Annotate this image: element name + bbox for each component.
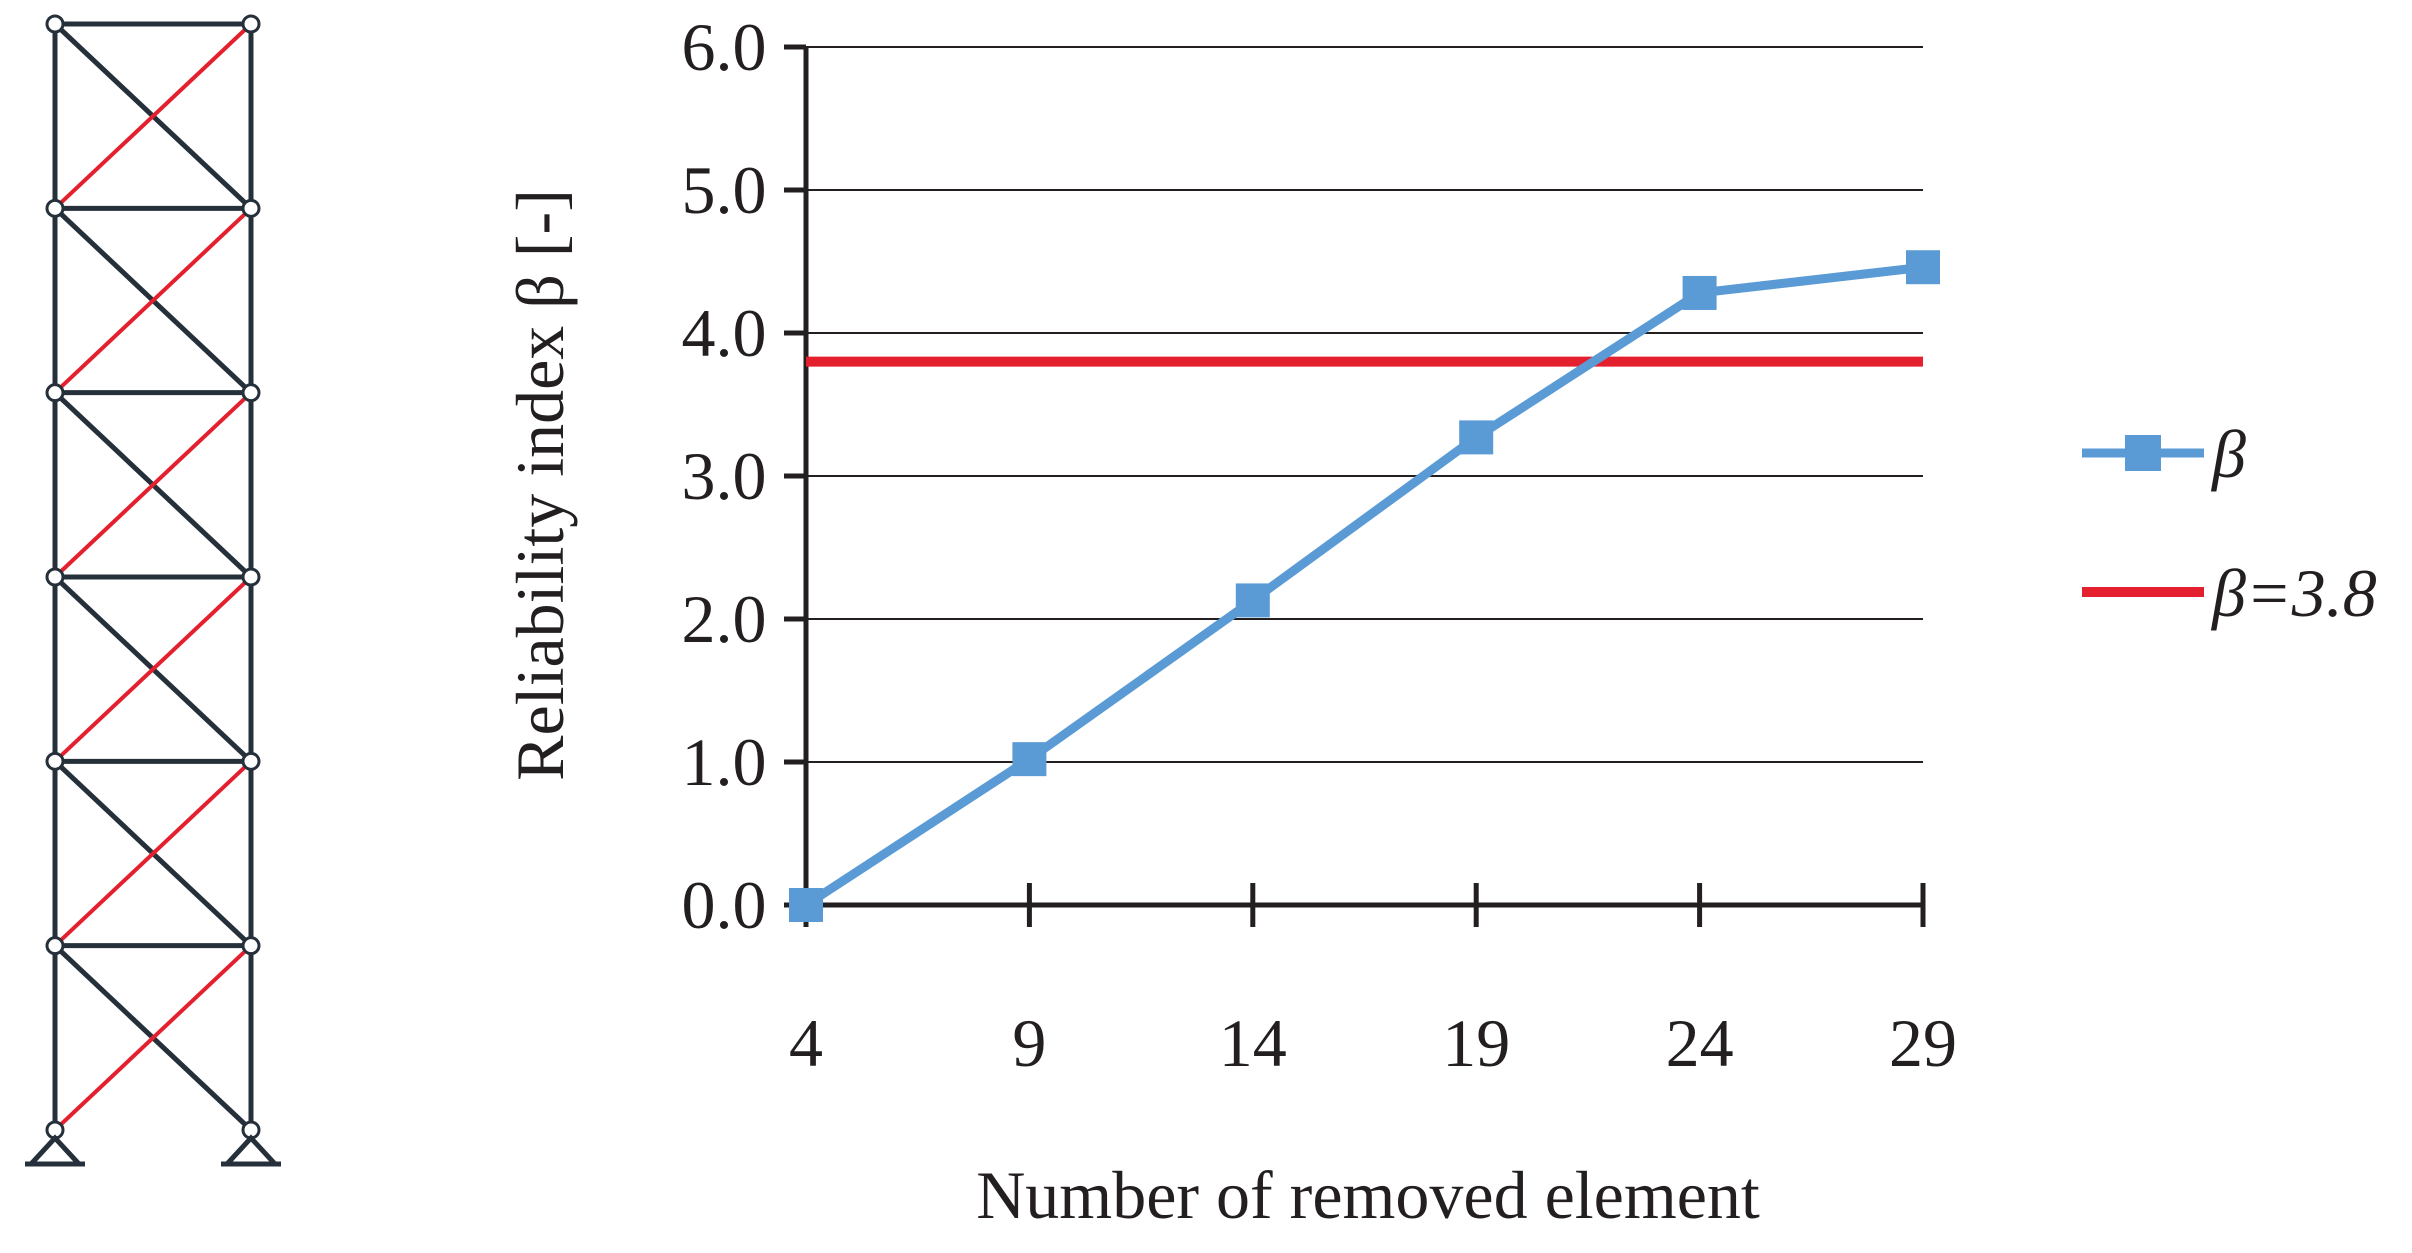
truss-diagonal-red-4	[53, 759, 253, 948]
joint-right-1	[241, 198, 261, 218]
beta-point-1	[1012, 742, 1047, 777]
beta-point-3	[1459, 420, 1494, 455]
beta-series	[789, 250, 1940, 922]
y-tick-label-3: 3.0	[682, 438, 767, 514]
x-tick-label-3: 19	[1442, 1005, 1510, 1081]
joint-left-3	[45, 567, 65, 587]
legend-beta-marker	[2125, 435, 2161, 471]
truss-diagonal-red-1	[53, 206, 253, 395]
x-tick-labels: 4 9 14 19 24 29	[789, 1005, 1957, 1081]
joint-right-4	[241, 751, 261, 771]
truss-tower-diagram	[25, 14, 281, 1167]
truss-diagonal-red-0	[53, 22, 253, 210]
y-tick-label-1: 1.0	[682, 724, 767, 800]
legend: β β=3.8	[2082, 416, 2377, 631]
joint-right-5	[241, 936, 261, 956]
truss-diagonal-red-3	[53, 575, 253, 763]
x-tick-label-4: 24	[1666, 1005, 1734, 1081]
support-1	[221, 1134, 281, 1167]
x-tick-label-2: 14	[1219, 1005, 1287, 1081]
joint-right-3	[241, 567, 261, 587]
joint-left-0	[45, 14, 65, 34]
joint-left-2	[45, 383, 65, 403]
beta-point-2	[1235, 583, 1270, 618]
y-tick-label-0: 0.0	[682, 867, 767, 943]
beta-point-4	[1682, 275, 1717, 310]
beta-point-0	[789, 888, 823, 922]
x-tick-label-0: 4	[789, 1005, 823, 1081]
y-tick-label-4: 4.0	[682, 295, 767, 371]
legend-reference-label: β=3.8	[2210, 555, 2377, 631]
axes	[784, 44, 1926, 927]
gridlines	[806, 46, 1923, 763]
joint-right-2	[241, 383, 261, 403]
y-tick-label-6: 6.0	[682, 9, 767, 85]
y-tick-label-5: 5.0	[682, 152, 767, 228]
joint-left-1	[45, 198, 65, 218]
truss-diagonal-red-2	[53, 391, 253, 579]
joint-left-4	[45, 751, 65, 771]
joint-left-5	[45, 936, 65, 956]
truss-diagonal-red-5	[53, 944, 253, 1132]
x-axis-title: Number of removed element	[976, 1157, 1760, 1233]
joint-right-0	[241, 14, 261, 34]
beta-point-5	[1906, 250, 1940, 285]
x-tick-label-5: 29	[1889, 1005, 1957, 1081]
x-tick-label-1: 9	[1012, 1005, 1046, 1081]
reliability-chart: 0.0 1.0 2.0 3.0 4.0 5.0 6.0 4 9 14 19 24 29 Reliabi…	[502, 9, 1957, 1233]
beta-line	[803, 262, 1924, 909]
y-tick-label-2: 2.0	[682, 581, 767, 657]
y-tick-labels: 0.0 1.0 2.0 3.0 4.0 5.0 6.0	[682, 9, 767, 943]
y-axis-title: Reliability index β [-]	[502, 189, 578, 781]
support-0	[25, 1134, 85, 1167]
legend-beta-label: β	[2210, 416, 2246, 492]
